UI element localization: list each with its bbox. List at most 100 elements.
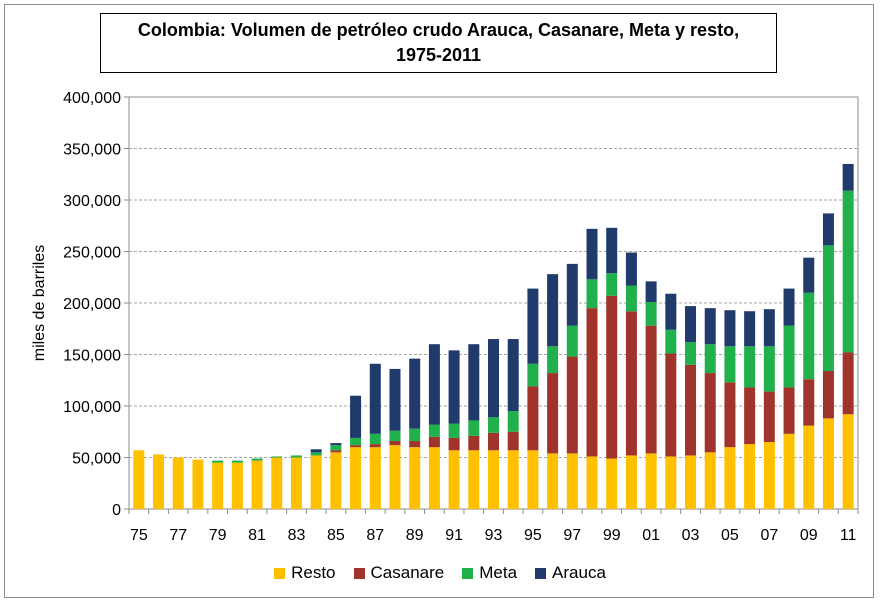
x-tick-label: 11 <box>840 527 857 544</box>
bar-casanare-05 <box>724 382 736 448</box>
y-tick-label: 150,000 <box>63 348 121 365</box>
bar-meta-04 <box>704 344 716 374</box>
bar-arauca-93 <box>488 339 499 418</box>
x-tick-label: 77 <box>169 527 187 544</box>
bar-resto-08 <box>783 433 795 509</box>
x-tick-label: 05 <box>721 527 739 544</box>
x-tick-label: 87 <box>366 527 384 544</box>
bar-arauca-09 <box>803 257 815 293</box>
bar-arauca-91 <box>448 350 460 424</box>
bar-arauca-05 <box>724 310 736 347</box>
bar-arauca-89 <box>409 358 421 429</box>
bar-resto-83 <box>290 457 302 509</box>
bar-resto-89 <box>409 447 421 509</box>
bar-meta-80 <box>231 460 243 463</box>
bar-meta-83 <box>290 455 302 458</box>
bar-resto-80 <box>231 462 243 509</box>
bar-meta-09 <box>803 292 815 380</box>
bar-casanare-10 <box>822 370 834 419</box>
bar-meta-91 <box>448 423 460 438</box>
chart-title: Colombia: Volumen de petróleo crudo Arau… <box>100 13 777 73</box>
y-tick-label: 200,000 <box>63 296 121 313</box>
bar-resto-93 <box>488 450 499 509</box>
bar-arauca-84 <box>310 449 322 453</box>
bar-resto-85 <box>330 452 342 509</box>
bar-arauca-04 <box>704 308 716 345</box>
y-tick-label: 100,000 <box>63 399 121 416</box>
y-tick-label: 250,000 <box>63 245 121 262</box>
y-tick-label: 300,000 <box>63 193 121 210</box>
bar-meta-86 <box>350 437 362 446</box>
x-tick-label: 83 <box>288 527 306 544</box>
bar-resto-91 <box>448 450 460 509</box>
bar-meta-85 <box>330 445 342 451</box>
bar-arauca-94 <box>507 339 519 412</box>
y-axis: 0 50,000 100,000 150,000 200,000 250,000 300,0… <box>63 90 129 519</box>
bar-resto-99 <box>606 458 618 509</box>
bar-casanare-97 <box>566 356 578 454</box>
bar-arauca-00 <box>625 252 637 286</box>
y-tick-label: 350,000 <box>63 142 121 159</box>
bar-resto-04 <box>704 452 716 509</box>
bar-arauca-86 <box>350 395 362 438</box>
legend-item-resto: Resto <box>274 563 336 583</box>
bar-resto-81 <box>251 460 263 509</box>
bar-meta-11 <box>842 190 854 353</box>
bar-resto-01 <box>645 453 657 509</box>
bar-meta-87 <box>369 433 381 445</box>
bar-casanare-94 <box>507 431 519 451</box>
bar-resto-10 <box>822 418 834 509</box>
x-tick-label: 03 <box>682 527 700 544</box>
legend-label: Meta <box>479 563 518 582</box>
bar-arauca-88 <box>389 368 401 431</box>
bar-meta-05 <box>724 346 736 383</box>
bar-resto-82 <box>271 457 283 509</box>
bar-casanare-88 <box>389 441 401 446</box>
bar-casanare-85 <box>330 450 342 453</box>
bar-casanare-01 <box>645 325 657 454</box>
x-tick-label: 09 <box>800 527 818 544</box>
x-tick-label: 81 <box>248 527 266 544</box>
bar-arauca-06 <box>744 311 756 347</box>
bar-arauca-07 <box>763 309 775 347</box>
bar-resto-77 <box>172 457 184 509</box>
bar-casanare-00 <box>625 311 637 456</box>
legend-label: Casanare <box>370 563 445 582</box>
bar-meta-08 <box>783 325 795 388</box>
legend: Resto Casanare Meta Arauca <box>0 561 880 585</box>
bar-arauca-02 <box>665 293 677 330</box>
bar-casanare-11 <box>842 352 854 415</box>
bar-resto-79 <box>212 462 224 509</box>
bar-arauca-96 <box>547 274 559 347</box>
x-axis: 75 77 79 81 83 85 87 89 91 93 95 97 99 01 03 05 07 09 11 <box>128 509 859 544</box>
bar-casanare-02 <box>665 353 677 457</box>
bar-resto-03 <box>685 455 697 509</box>
bar-casanare-93 <box>488 432 499 451</box>
x-tick-label: 07 <box>760 527 778 544</box>
bar-resto-90 <box>428 447 440 509</box>
bar-meta-98 <box>586 279 598 309</box>
bar-arauca-85 <box>330 443 342 446</box>
bar-resto-09 <box>803 425 815 509</box>
x-tick-label: 79 <box>209 527 227 544</box>
bar-meta-03 <box>685 342 697 365</box>
y-axis-label: miles de barriles <box>31 245 48 361</box>
x-tick-label: 99 <box>603 527 621 544</box>
bar-arauca-03 <box>685 306 697 343</box>
bar-meta-96 <box>547 346 559 374</box>
bar-meta-06 <box>744 346 756 388</box>
y-tick-label: 50,000 <box>72 451 121 468</box>
bar-arauca-90 <box>428 344 440 425</box>
bar-resto-97 <box>566 453 578 509</box>
bar-meta-99 <box>606 273 618 296</box>
bar-resto-02 <box>665 456 677 509</box>
bar-resto-11 <box>842 414 854 509</box>
legend-swatch <box>274 567 286 579</box>
bar-resto-94 <box>507 450 519 509</box>
y-tick-label: 400,000 <box>63 90 121 107</box>
legend-item-casanare: Casanare <box>353 563 445 583</box>
x-tick-label: 95 <box>524 527 542 544</box>
x-tick-label: 85 <box>327 527 345 544</box>
legend-swatch <box>462 567 474 579</box>
